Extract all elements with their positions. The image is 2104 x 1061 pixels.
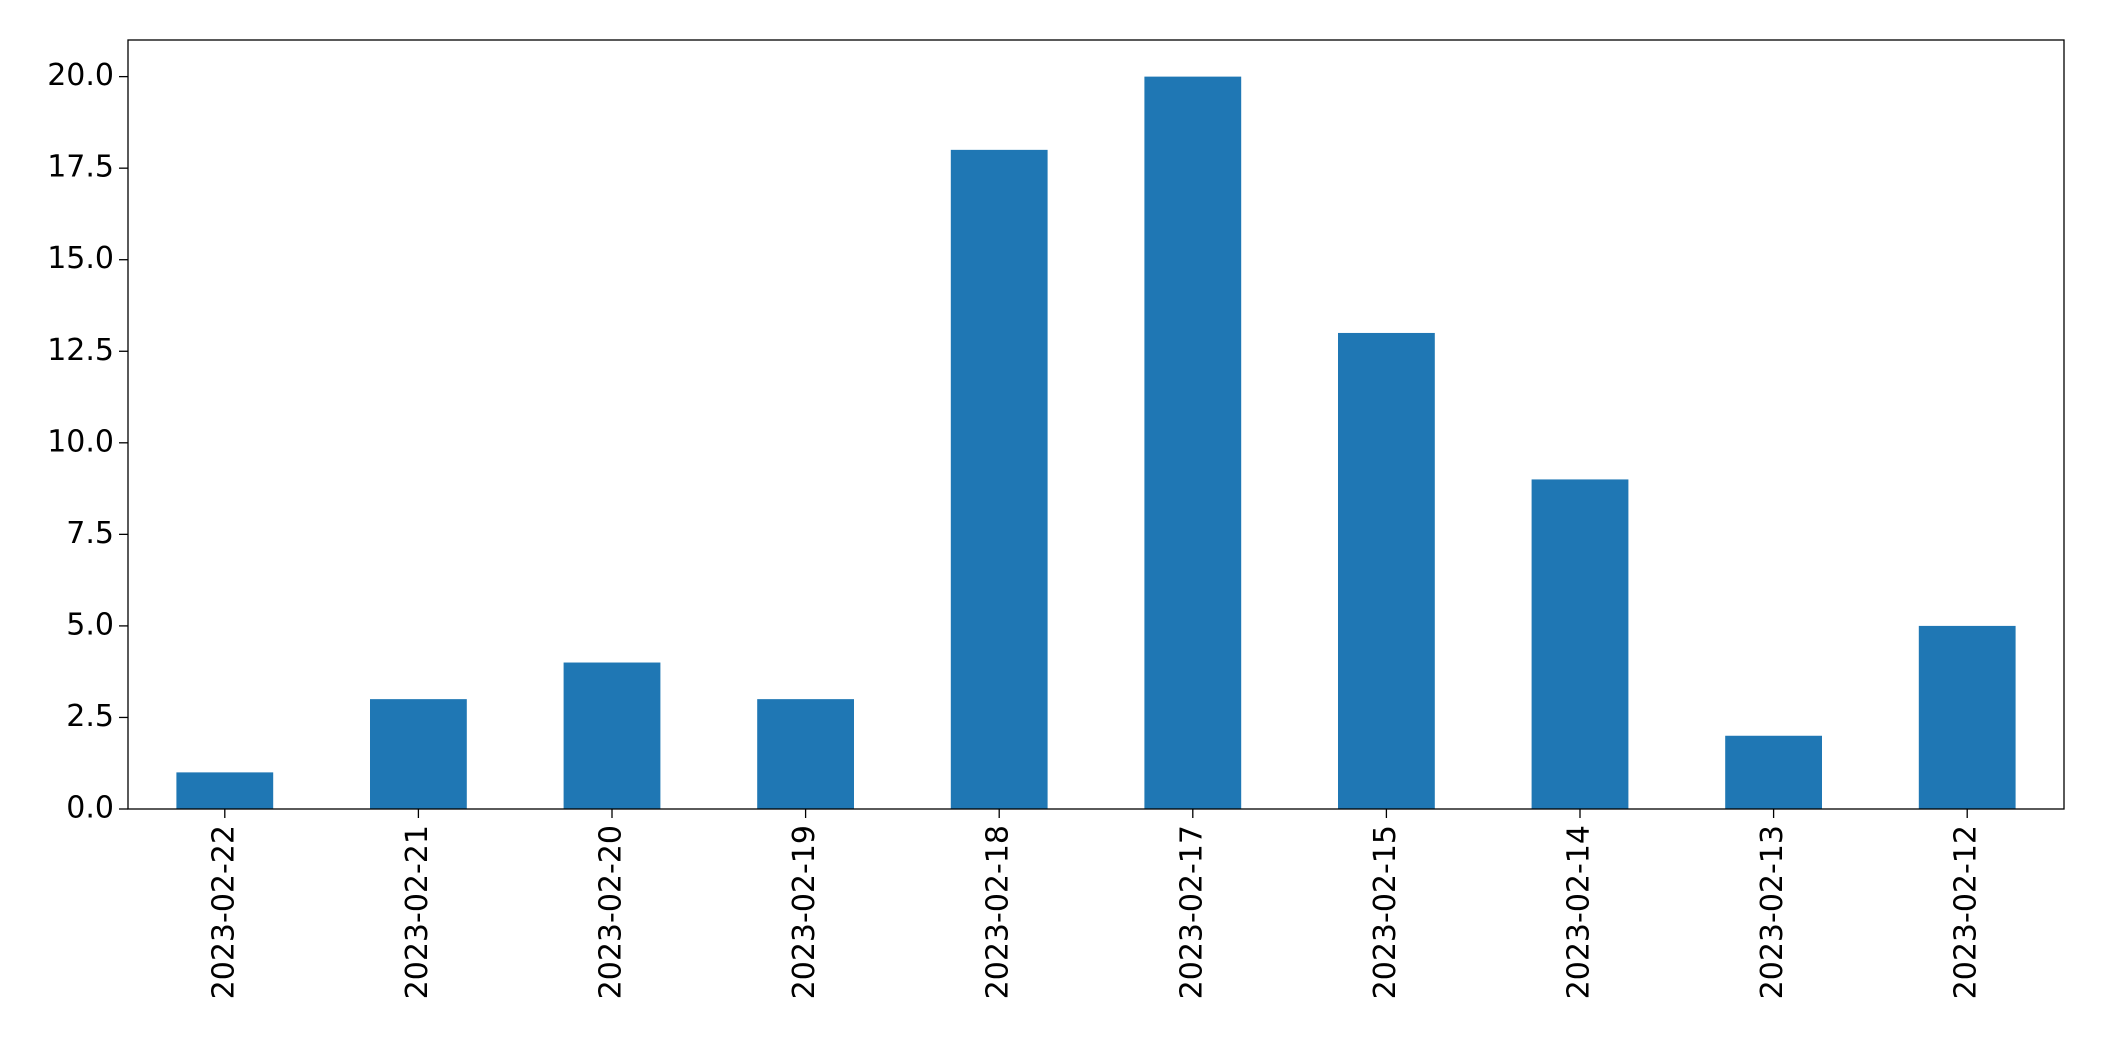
y-tick-label: 20.0 [47,58,114,93]
x-tick-label: 2023-02-17 [1174,825,1209,999]
x-tick-label: 2023-02-20 [594,825,629,999]
bar [1531,479,1629,809]
x-tick-label: 2023-02-19 [787,825,822,999]
x-tick-label: 2023-02-14 [1562,825,1597,999]
x-tick-label: 2023-02-21 [400,825,435,999]
y-tick-label: 17.5 [47,150,114,185]
bar [1918,625,2016,809]
bar [757,699,854,809]
bar [1338,332,1435,809]
x-tick-label: 2023-02-12 [1949,825,1984,999]
bar [950,149,1048,809]
bar [1144,76,1242,810]
x-tick-label: 2023-02-13 [1755,825,1790,999]
bar [370,699,467,809]
y-tick-label: 0.0 [66,791,114,826]
x-tick-label: 2023-02-22 [206,825,241,999]
bar [176,772,274,809]
x-tick-label: 2023-02-15 [1368,825,1403,999]
x-tick-label: 2023-02-18 [981,825,1016,999]
y-tick-label: 12.5 [47,333,114,368]
y-tick-label: 5.0 [66,607,114,642]
bar [1725,735,1822,809]
y-tick-label: 7.5 [66,516,114,551]
bar [563,662,661,809]
y-tick-label: 2.5 [66,699,114,734]
y-tick-label: 10.0 [47,424,114,459]
plot-frame [127,39,2065,810]
y-tick-label: 15.0 [47,241,114,276]
